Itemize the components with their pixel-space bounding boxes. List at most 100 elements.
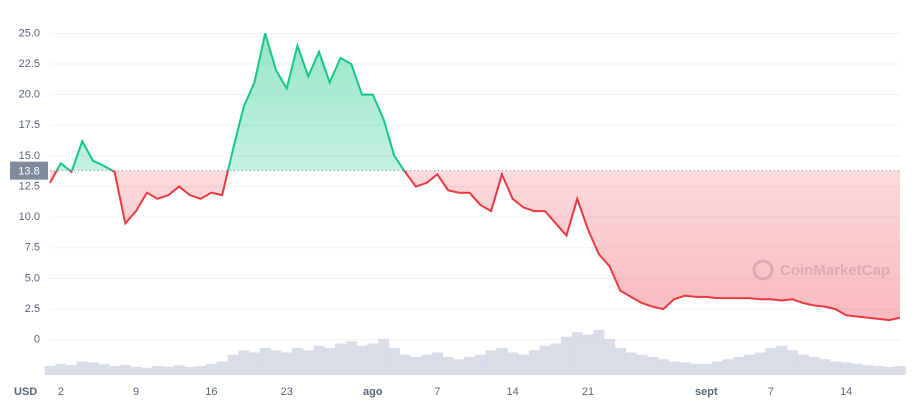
volume-bar [797,354,809,375]
volume-bar [830,361,842,375]
x-tick-label: 16 [205,386,217,398]
volume-bar [787,350,799,375]
volume-bar [442,357,454,375]
volume-bar [421,354,433,375]
volume-bar [249,352,261,375]
volume-bar [302,350,314,375]
price-line-down [49,170,901,322]
volume-bar [55,363,67,375]
volume-bar [431,352,444,375]
y-tick-label: 5.0 [25,272,40,284]
volume-bar [475,354,487,375]
x-tick-label: 14 [507,386,519,398]
volume-bar [733,357,745,375]
volume-bar [388,348,400,375]
volume-bar [141,367,153,375]
volume-bar [464,357,476,375]
volume-bar [657,359,669,375]
volume-bar [539,345,551,375]
volume-bar [292,348,304,375]
volume-bar [66,365,78,375]
volume-bar [561,336,573,375]
volume-bar [356,345,368,375]
x-tick-label: 23 [281,386,293,398]
volume-bar [44,366,56,375]
x-tick-label: sept [695,386,718,398]
volume-bar [345,341,357,375]
volume-bar [324,348,336,375]
volume-bar [399,354,411,375]
y-tick-label: 15.0 [19,150,40,162]
x-tick-label: 2 [58,386,64,398]
volume-bar [851,363,863,375]
y-tick-label: 0 [34,334,40,346]
x-tick-label: 9 [133,386,139,398]
volume-bar [571,332,583,375]
price-area-down [50,170,900,321]
volume-bar [238,350,250,375]
volume-bar [98,364,110,375]
volume-bar [173,365,185,375]
volume-bar [206,363,218,375]
volume-bar [636,354,648,375]
volume-bar [453,359,465,375]
volume-bar [259,348,271,375]
volume-bar [776,345,788,375]
volume-bar [518,354,530,375]
volume-bar [604,339,616,375]
volume-bar [743,354,756,375]
volume-bar [195,366,207,375]
volume-bar [119,365,131,375]
volume-bar [216,361,228,375]
volume-bar [614,348,626,375]
volume-bar [367,343,379,375]
baseline-label-box [10,161,48,180]
currency-label: USD [14,386,37,398]
y-tick-label: 20.0 [19,89,40,101]
volume-bar [765,348,777,375]
volume-bar [270,350,282,375]
y-tick-label: 7.5 [25,242,40,254]
volume-bar [894,366,906,375]
volume-bar [625,352,637,375]
volume-bar [754,352,766,375]
y-tick-label: 2.5 [25,303,40,315]
volume-bar [528,350,540,375]
volume-bar [840,362,852,375]
y-tick-label: 22.5 [19,58,40,70]
volume-bar [485,350,497,375]
volume-bar [313,345,325,375]
y-tick-label: 12.5 [19,180,40,192]
x-tick-label: 7 [768,386,774,398]
volume-bar [862,365,874,375]
volume-bar [550,343,562,375]
volume-bar [496,348,508,375]
volume-bar [162,366,175,375]
y-tick-label: 25.0 [19,27,40,39]
volume-bar [76,361,88,375]
x-tick-label: 7 [434,386,440,398]
volume-bar [593,330,605,375]
volume-bar [808,357,820,375]
volume-bar [700,363,713,375]
y-tick-label: 17.5 [19,119,40,131]
volume-bar [873,366,885,375]
y-tick-label: 10.0 [19,211,40,223]
volume-bar [819,359,831,375]
volume-bar [227,354,239,375]
volume-bar [647,357,659,375]
volume-bar [711,361,723,375]
x-tick-label: ago [363,386,383,398]
volume-bar [690,363,702,375]
baseline-label: 13.8 [18,166,39,178]
volume-bar [109,366,121,375]
volume-bar [152,366,164,375]
volume-bar [335,343,347,375]
volume-bar [281,352,293,375]
volume-bar [883,366,895,375]
x-tick-label: 21 [582,386,594,398]
volume-bar [87,362,99,375]
volume-bar [679,362,691,375]
price-area-up [56,33,405,171]
